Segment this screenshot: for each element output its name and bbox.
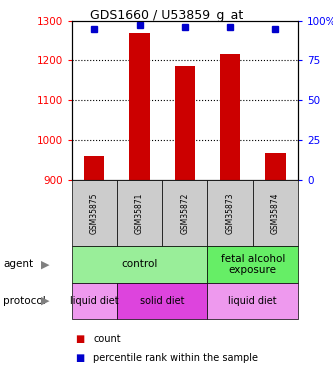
Text: ▶: ▶ bbox=[41, 296, 49, 306]
Bar bbox=[129, 33, 150, 180]
Text: solid diet: solid diet bbox=[140, 296, 184, 306]
Text: GSM35874: GSM35874 bbox=[271, 192, 280, 234]
Text: GSM35873: GSM35873 bbox=[225, 192, 235, 234]
Text: ■: ■ bbox=[75, 353, 84, 363]
Text: ▶: ▶ bbox=[41, 260, 49, 269]
Text: liquid diet: liquid diet bbox=[228, 296, 277, 306]
Text: control: control bbox=[121, 260, 158, 269]
Bar bbox=[84, 156, 105, 180]
Bar bbox=[265, 153, 286, 180]
Text: percentile rank within the sample: percentile rank within the sample bbox=[93, 353, 258, 363]
Text: fetal alcohol
exposure: fetal alcohol exposure bbox=[220, 254, 285, 275]
Bar bbox=[220, 54, 240, 180]
Bar bbox=[174, 66, 195, 180]
Text: agent: agent bbox=[3, 260, 33, 269]
Text: GDS1660 / U53859_g_at: GDS1660 / U53859_g_at bbox=[90, 9, 243, 22]
Text: GSM35872: GSM35872 bbox=[180, 192, 189, 234]
Text: liquid diet: liquid diet bbox=[70, 296, 119, 306]
Text: count: count bbox=[93, 334, 121, 344]
Text: GSM35871: GSM35871 bbox=[135, 192, 144, 234]
Text: ■: ■ bbox=[75, 334, 84, 344]
Text: GSM35875: GSM35875 bbox=[90, 192, 99, 234]
Text: protocol: protocol bbox=[3, 296, 46, 306]
